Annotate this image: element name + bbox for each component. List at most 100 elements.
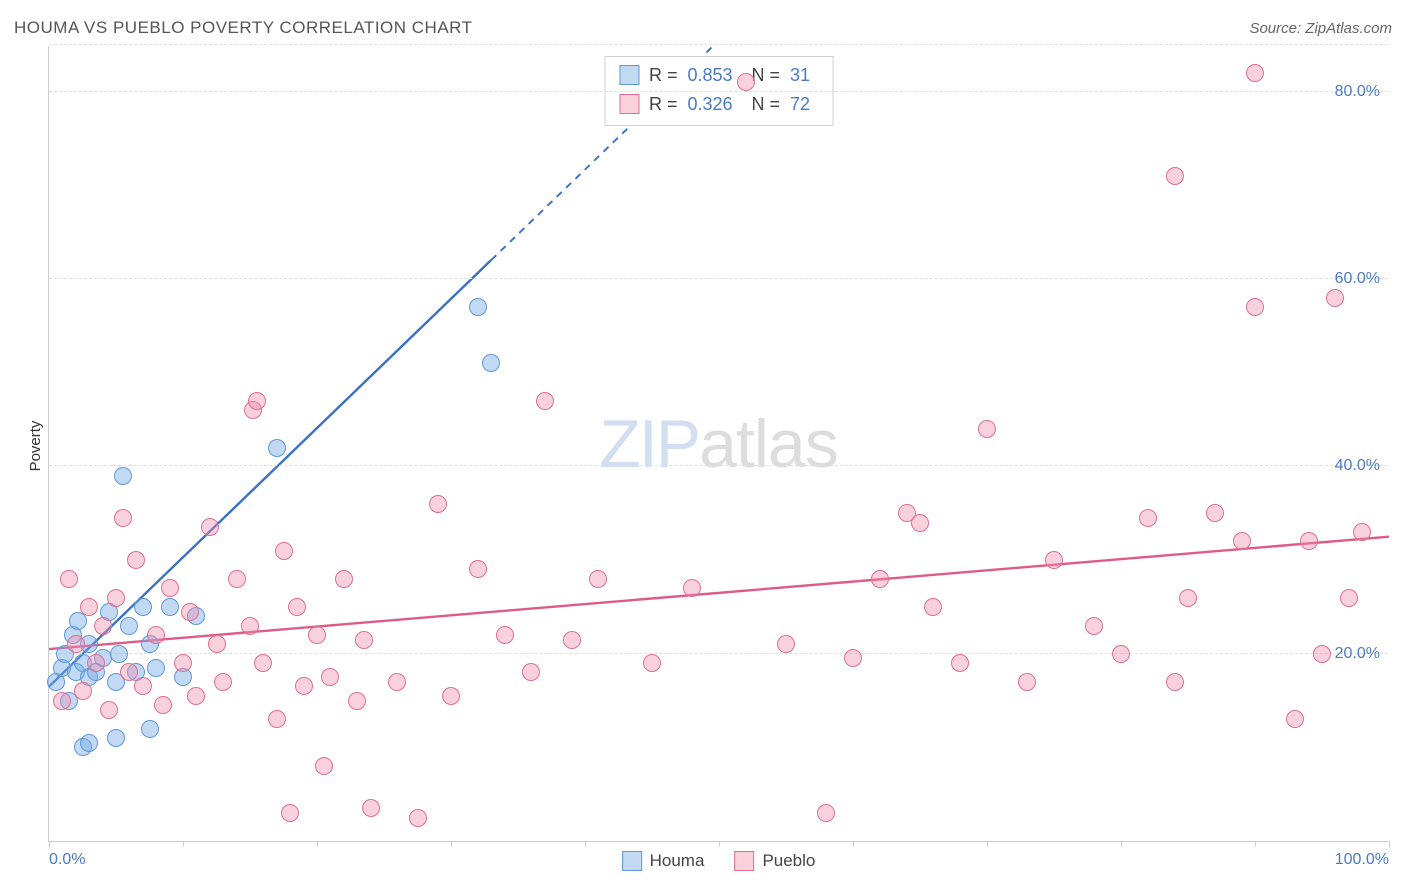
- scatter-point: [777, 635, 795, 653]
- series-name: Pueblo: [762, 851, 815, 871]
- scatter-point: [362, 799, 380, 817]
- trend-lines-layer: [49, 45, 1389, 841]
- scatter-point: [643, 654, 661, 672]
- r-label: R =: [649, 61, 678, 90]
- x-tick: [1255, 841, 1256, 847]
- scatter-point: [254, 654, 272, 672]
- scatter-point: [951, 654, 969, 672]
- y-tick-label: 60.0%: [1335, 270, 1380, 288]
- scatter-point: [67, 635, 85, 653]
- scatter-point: [214, 673, 232, 691]
- scatter-point: [737, 73, 755, 91]
- scatter-point: [522, 663, 540, 681]
- scatter-point: [87, 654, 105, 672]
- legend-item: Houma: [622, 851, 705, 871]
- scatter-point: [201, 518, 219, 536]
- scatter-point: [409, 809, 427, 827]
- scatter-point: [496, 626, 514, 644]
- legend-swatch: [619, 94, 639, 114]
- gridline: [49, 278, 1388, 279]
- scatter-point: [315, 757, 333, 775]
- scatter-point: [141, 720, 159, 738]
- scatter-point: [281, 804, 299, 822]
- scatter-point: [1326, 289, 1344, 307]
- x-tick: [1389, 841, 1390, 847]
- scatter-point: [181, 603, 199, 621]
- scatter-point: [127, 551, 145, 569]
- scatter-point: [1112, 645, 1130, 663]
- scatter-point: [978, 420, 996, 438]
- scatter-point: [1139, 509, 1157, 527]
- scatter-point: [107, 589, 125, 607]
- scatter-point: [589, 570, 607, 588]
- scatter-point: [844, 649, 862, 667]
- scatter-point: [53, 692, 71, 710]
- x-tick: [451, 841, 452, 847]
- scatter-point: [1179, 589, 1197, 607]
- scatter-point: [60, 570, 78, 588]
- scatter-point: [1085, 617, 1103, 635]
- r-value: 0.853: [688, 61, 742, 90]
- y-tick-label: 80.0%: [1335, 83, 1380, 101]
- scatter-point: [94, 617, 112, 635]
- scatter-point: [1300, 532, 1318, 550]
- scatter-point: [1166, 167, 1184, 185]
- series-legend: Houma Pueblo: [622, 851, 816, 871]
- x-tick: [1121, 841, 1122, 847]
- chart-source: Source: ZipAtlas.com: [1249, 20, 1392, 37]
- scatter-point: [120, 617, 138, 635]
- scatter-point: [154, 696, 172, 714]
- scatter-point: [817, 804, 835, 822]
- scatter-point: [161, 579, 179, 597]
- gridline: [49, 465, 1388, 466]
- scatter-point: [100, 701, 118, 719]
- x-tick-label: 0.0%: [49, 851, 85, 869]
- legend-swatch: [619, 65, 639, 85]
- scatter-point: [134, 598, 152, 616]
- series-name: Houma: [650, 851, 705, 871]
- stats-row: R =0.853N =31: [619, 61, 818, 90]
- scatter-point: [80, 598, 98, 616]
- scatter-point: [1353, 523, 1371, 541]
- scatter-point: [348, 692, 366, 710]
- gridline: [49, 44, 1388, 45]
- gridline: [49, 91, 1388, 92]
- scatter-point: [469, 298, 487, 316]
- scatter-point: [308, 626, 326, 644]
- scatter-point: [275, 542, 293, 560]
- n-label: N =: [752, 90, 781, 119]
- scatter-point: [388, 673, 406, 691]
- scatter-point: [335, 570, 353, 588]
- scatter-point: [469, 560, 487, 578]
- scatter-point: [268, 439, 286, 457]
- scatter-point: [80, 734, 98, 752]
- scatter-point: [120, 663, 138, 681]
- scatter-point: [1018, 673, 1036, 691]
- scatter-point: [871, 570, 889, 588]
- scatter-point: [536, 392, 554, 410]
- legend-swatch: [622, 851, 642, 871]
- scatter-point: [107, 729, 125, 747]
- scatter-point: [1233, 532, 1251, 550]
- chart-header: HOUMA VS PUEBLO POVERTY CORRELATION CHAR…: [14, 18, 1392, 38]
- scatter-point: [174, 654, 192, 672]
- gridline: [49, 653, 1388, 654]
- x-tick: [585, 841, 586, 847]
- r-label: R =: [649, 90, 678, 119]
- y-tick-label: 40.0%: [1335, 457, 1380, 475]
- x-tick-label: 100.0%: [1335, 851, 1389, 869]
- scatter-point: [355, 631, 373, 649]
- n-label: N =: [752, 61, 781, 90]
- stats-row: R =0.326N =72: [619, 90, 818, 119]
- scatter-point: [321, 668, 339, 686]
- scatter-point: [911, 514, 929, 532]
- scatter-point: [1340, 589, 1358, 607]
- legend-item: Pueblo: [734, 851, 815, 871]
- scatter-point: [1045, 551, 1063, 569]
- x-tick: [853, 841, 854, 847]
- scatter-point: [295, 677, 313, 695]
- scatter-point: [482, 354, 500, 372]
- x-tick: [317, 841, 318, 847]
- scatter-point: [268, 710, 286, 728]
- scatter-point: [1286, 710, 1304, 728]
